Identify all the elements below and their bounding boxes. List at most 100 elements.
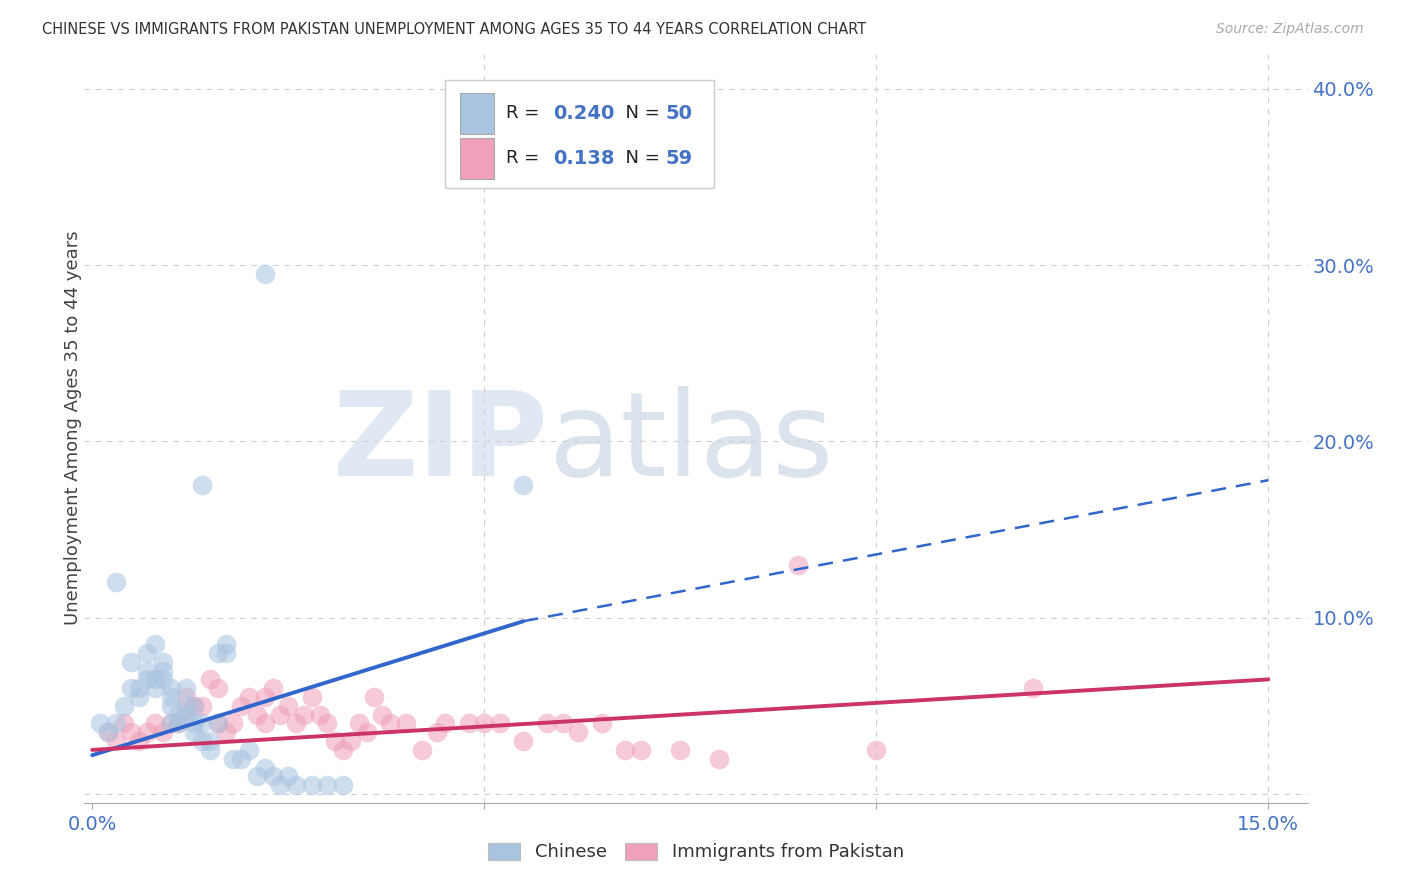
Text: ZIP: ZIP — [333, 385, 550, 500]
Point — [332, 778, 354, 792]
Point — [128, 690, 150, 704]
Point — [174, 707, 197, 722]
Point — [253, 716, 276, 731]
Point — [167, 716, 190, 731]
Point — [214, 646, 236, 660]
Point — [567, 725, 589, 739]
Point — [174, 698, 197, 713]
Point — [246, 707, 269, 722]
Text: 59: 59 — [665, 149, 693, 168]
Point — [512, 478, 534, 492]
Point — [120, 725, 142, 739]
Point — [238, 690, 260, 704]
Point — [136, 725, 159, 739]
Point — [174, 690, 197, 704]
Point — [614, 743, 637, 757]
Point — [120, 681, 142, 696]
Point — [253, 690, 276, 704]
Point — [214, 637, 236, 651]
Point — [183, 725, 205, 739]
Point — [191, 734, 214, 748]
Point — [426, 725, 449, 739]
Point — [159, 690, 181, 704]
Point — [489, 716, 512, 731]
Point — [1022, 681, 1045, 696]
Text: R =: R = — [506, 150, 546, 168]
Bar — [460, 93, 494, 134]
Bar — [460, 138, 494, 179]
Text: R =: R = — [506, 104, 546, 122]
Point — [512, 734, 534, 748]
Point — [159, 698, 181, 713]
Point — [167, 716, 190, 731]
Point — [120, 655, 142, 669]
Point — [709, 752, 731, 766]
Point — [292, 707, 315, 722]
Point — [183, 698, 205, 713]
Text: N =: N = — [614, 104, 665, 122]
Point — [395, 716, 418, 731]
Point — [356, 725, 378, 739]
Point — [97, 725, 120, 739]
Point — [285, 778, 308, 792]
Point — [231, 752, 253, 766]
Point — [152, 725, 174, 739]
Point — [152, 664, 174, 678]
Point — [347, 716, 370, 731]
Point — [159, 681, 181, 696]
Point — [865, 743, 887, 757]
Point — [301, 778, 323, 792]
Point — [136, 664, 159, 678]
Point — [222, 752, 245, 766]
Point — [143, 673, 166, 687]
Point — [380, 716, 402, 731]
Point — [97, 725, 120, 739]
Point — [787, 558, 810, 572]
FancyBboxPatch shape — [446, 79, 714, 188]
Point — [262, 681, 284, 696]
Point — [411, 743, 433, 757]
Point — [152, 673, 174, 687]
Text: N =: N = — [614, 150, 665, 168]
Point — [536, 716, 558, 731]
Point — [669, 743, 692, 757]
Point — [363, 690, 385, 704]
Point — [340, 734, 363, 748]
Point — [167, 707, 190, 722]
Point — [434, 716, 457, 731]
Point — [198, 673, 221, 687]
Point — [316, 716, 339, 731]
Point — [152, 655, 174, 669]
Point — [159, 716, 181, 731]
Point — [136, 673, 159, 687]
Point — [143, 681, 166, 696]
Point — [591, 716, 613, 731]
Text: atlas: atlas — [550, 385, 835, 500]
Text: 0.240: 0.240 — [553, 104, 614, 123]
Point — [191, 698, 214, 713]
Text: 50: 50 — [665, 104, 692, 123]
Point — [332, 743, 354, 757]
Point — [285, 716, 308, 731]
Point — [253, 760, 276, 774]
Point — [253, 267, 276, 281]
Point — [551, 716, 574, 731]
Point — [222, 716, 245, 731]
Point — [128, 734, 150, 748]
Point — [207, 716, 229, 731]
Point — [277, 698, 299, 713]
Point — [308, 707, 330, 722]
Point — [191, 478, 214, 492]
Point — [269, 778, 291, 792]
Point — [112, 716, 135, 731]
Point — [262, 769, 284, 783]
Point — [214, 725, 236, 739]
Point — [198, 734, 221, 748]
Point — [316, 778, 339, 792]
Text: Source: ZipAtlas.com: Source: ZipAtlas.com — [1216, 22, 1364, 37]
Text: 0.138: 0.138 — [553, 149, 614, 168]
Point — [207, 681, 229, 696]
Point — [174, 681, 197, 696]
Point — [238, 743, 260, 757]
Point — [136, 646, 159, 660]
